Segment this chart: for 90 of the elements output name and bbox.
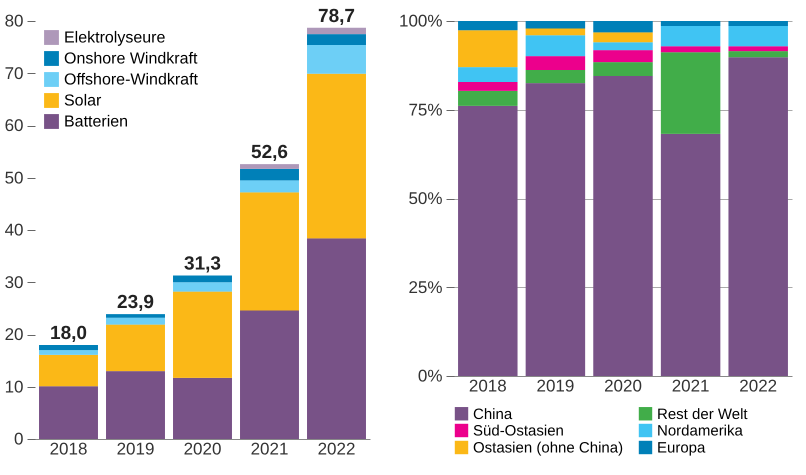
bar bbox=[660, 46, 720, 52]
legend-label: Onshore Windkraft bbox=[64, 50, 198, 68]
y-tick-label: 0% bbox=[418, 366, 442, 386]
bar bbox=[39, 386, 98, 439]
bar bbox=[526, 70, 586, 84]
bar bbox=[307, 28, 366, 34]
x-tick-label: 2022 bbox=[318, 440, 356, 458]
total-label: 18,0 bbox=[50, 322, 87, 344]
legend-label: Europa bbox=[657, 440, 706, 456]
bar bbox=[240, 192, 299, 310]
bar bbox=[307, 74, 366, 238]
legend-label: Offshore-Windkraft bbox=[64, 72, 199, 88]
bar bbox=[526, 83, 586, 376]
total-label: 31,3 bbox=[184, 253, 221, 274]
bar bbox=[458, 67, 518, 82]
x-tick-label: 2018 bbox=[468, 376, 507, 396]
y-tick-label: 70 bbox=[4, 64, 24, 83]
x-tick-label: 2018 bbox=[50, 440, 88, 458]
bar bbox=[526, 35, 586, 56]
y-tick-label: 30 bbox=[4, 272, 24, 292]
bar bbox=[240, 164, 299, 169]
bar bbox=[307, 238, 366, 439]
y-tick-label: 0 bbox=[14, 430, 24, 448]
bar bbox=[593, 76, 653, 376]
bar bbox=[593, 32, 653, 42]
bar bbox=[660, 26, 720, 46]
x-tick-label: 2019 bbox=[536, 376, 574, 396]
bar bbox=[458, 21, 518, 30]
bar bbox=[39, 344, 98, 350]
bar bbox=[660, 134, 720, 376]
bar bbox=[173, 275, 232, 282]
bar bbox=[240, 168, 299, 180]
bar bbox=[307, 45, 366, 74]
bar bbox=[458, 90, 518, 106]
bar bbox=[39, 354, 98, 386]
legend-label: Elektrolyseure bbox=[64, 30, 166, 46]
bar bbox=[106, 371, 165, 439]
x-tick-label: 2020 bbox=[184, 440, 222, 458]
bar bbox=[307, 34, 366, 46]
bar bbox=[240, 180, 299, 192]
bar bbox=[173, 292, 232, 378]
x-tick-label: 2021 bbox=[672, 376, 710, 396]
x-tick-label: 2021 bbox=[250, 440, 288, 458]
y-tick-label: 60 bbox=[4, 116, 24, 135]
bar bbox=[458, 106, 518, 376]
legend-label: Süd-Ostasien bbox=[473, 422, 564, 440]
total-label: 52,6 bbox=[251, 142, 288, 164]
bar bbox=[526, 56, 586, 70]
bar bbox=[106, 318, 165, 325]
legend-label: Rest der Welt bbox=[657, 406, 748, 423]
bar bbox=[240, 310, 299, 439]
y-tick-label: 20 bbox=[4, 325, 24, 344]
x-tick-label: 2022 bbox=[739, 376, 778, 396]
y-tick-label: 25% bbox=[408, 278, 442, 297]
bar bbox=[593, 42, 653, 50]
bar bbox=[728, 26, 788, 46]
bar bbox=[660, 21, 720, 26]
bar bbox=[106, 324, 165, 372]
legend-label: China bbox=[473, 406, 513, 423]
legend-label: Batterien bbox=[64, 114, 128, 130]
y-tick-label: 50 bbox=[4, 168, 24, 188]
bar bbox=[728, 46, 788, 52]
bar bbox=[458, 30, 518, 68]
y-tick-label: 100% bbox=[399, 12, 442, 30]
y-tick-label: 10 bbox=[4, 377, 24, 396]
bar bbox=[173, 282, 232, 292]
bar bbox=[728, 57, 788, 376]
bar bbox=[728, 51, 788, 58]
bar bbox=[660, 52, 720, 134]
bar bbox=[526, 21, 586, 28]
y-tick-label: 80 bbox=[4, 12, 24, 30]
x-tick-label: 2020 bbox=[604, 376, 642, 396]
bar bbox=[39, 350, 98, 355]
bar bbox=[526, 28, 586, 36]
total-label: 23,9 bbox=[117, 292, 154, 314]
legend-label: Nordamerika bbox=[657, 422, 744, 440]
bar bbox=[458, 82, 518, 91]
bar bbox=[593, 62, 653, 76]
bar bbox=[593, 50, 653, 62]
bar bbox=[593, 21, 653, 32]
x-tick-label: 2019 bbox=[116, 440, 154, 458]
bar bbox=[173, 378, 232, 439]
y-tick-label: 40 bbox=[4, 220, 24, 240]
bar bbox=[728, 21, 788, 26]
legend-label: Solar bbox=[64, 92, 102, 110]
y-tick-label: 50% bbox=[408, 189, 442, 208]
y-tick-label: 75% bbox=[408, 100, 442, 120]
legend-label: Ostasien (ohne China) bbox=[473, 440, 624, 456]
bar bbox=[106, 314, 165, 318]
total-label: 78,7 bbox=[318, 6, 355, 27]
